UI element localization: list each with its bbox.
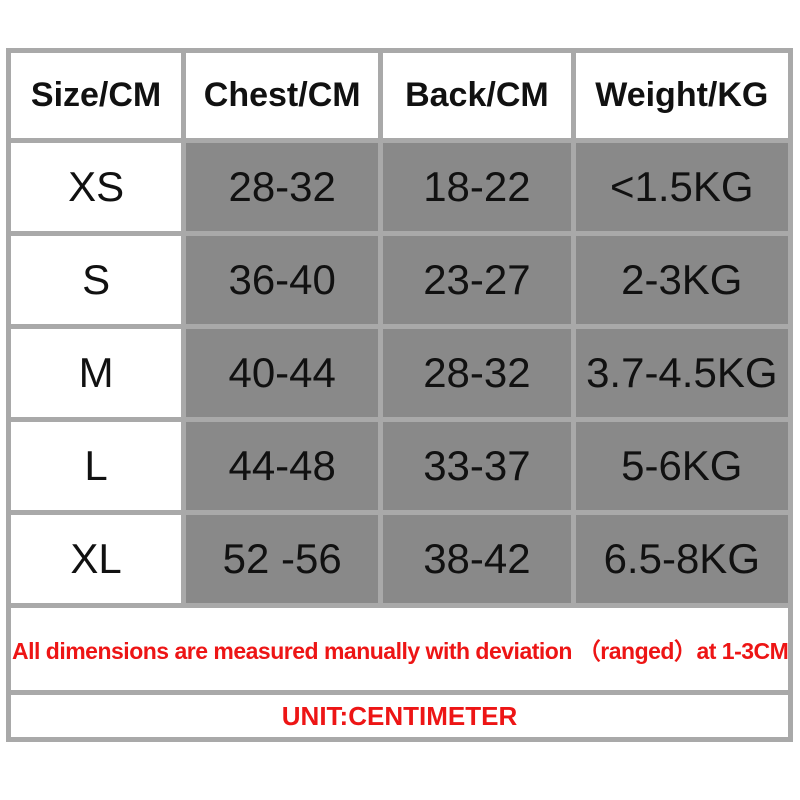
table-row-s: S 36-40 23-27 2-3KG [5, 231, 794, 329]
size-chart-sheet: Size/CM Chest/CM Back/CM Weight/KG XS 28… [5, 48, 794, 742]
note-row: All dimensions are measured manually wit… [6, 603, 793, 695]
header-size: Size/CM [5, 48, 187, 143]
chest-value: 40-44 [181, 324, 384, 422]
size-label: L [5, 417, 187, 515]
table-row-m: M 40-44 28-32 3.7-4.5KG [5, 324, 794, 422]
chest-value: 28-32 [181, 138, 384, 236]
chest-value: 36-40 [181, 231, 384, 329]
weight-value: 5-6KG [570, 417, 794, 515]
back-value: 18-22 [378, 138, 576, 236]
back-value: 33-37 [378, 417, 576, 515]
measurement-note: All dimensions are measured manually wit… [6, 603, 793, 695]
weight-value: 2-3KG [570, 231, 794, 329]
back-value: 38-42 [378, 510, 576, 608]
weight-value: 3.7-4.5KG [570, 324, 794, 422]
size-label: S [5, 231, 187, 329]
unit-row: UNIT:CENTIMETER [6, 690, 793, 742]
unit-label: UNIT:CENTIMETER [6, 690, 793, 742]
back-value: 28-32 [378, 324, 576, 422]
size-label: M [5, 324, 187, 422]
back-value: 23-27 [378, 231, 576, 329]
size-label: XS [5, 138, 187, 236]
size-chart-table: Size/CM Chest/CM Back/CM Weight/KG XS 28… [5, 48, 794, 742]
table-row-l: L 44-48 33-37 5-6KG [5, 417, 794, 515]
table-row-xs: XS 28-32 18-22 <1.5KG [5, 138, 794, 236]
header-chest: Chest/CM [181, 48, 384, 143]
header-row: Size/CM Chest/CM Back/CM Weight/KG [5, 48, 794, 143]
header-back: Back/CM [378, 48, 576, 143]
chest-value: 52 -56 [181, 510, 384, 608]
weight-value: 6.5-8KG [570, 510, 794, 608]
size-label: XL [5, 510, 187, 608]
table-row-xl: XL 52 -56 38-42 6.5-8KG [5, 510, 794, 608]
chest-value: 44-48 [181, 417, 384, 515]
header-weight: Weight/KG [570, 48, 794, 143]
weight-value: <1.5KG [570, 138, 794, 236]
